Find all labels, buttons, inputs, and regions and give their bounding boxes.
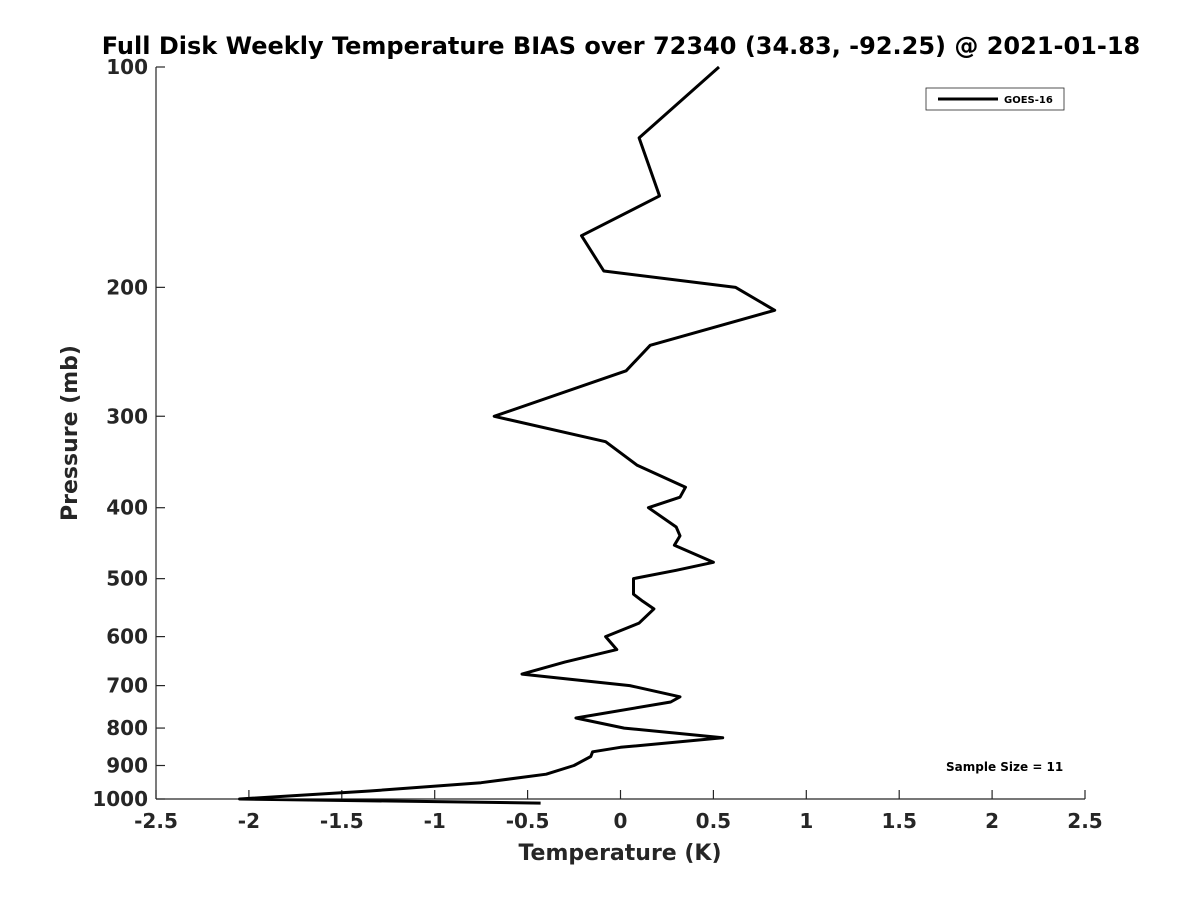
legend-entry-goes-16: GOES-16 bbox=[1004, 95, 1053, 106]
y-axis-ticks: 100 200 300 400 500 600 700 800 900 1000 bbox=[92, 55, 165, 811]
y-tick-label: 900 bbox=[106, 754, 148, 778]
y-tick-label: 800 bbox=[106, 716, 148, 740]
x-tick-label: -2 bbox=[238, 809, 260, 833]
x-tick-label: 2 bbox=[985, 809, 999, 833]
y-tick-label: 100 bbox=[106, 55, 148, 79]
x-tick-label: 2.5 bbox=[1067, 809, 1102, 833]
legend: GOES-16 bbox=[925, 87, 1065, 111]
series-line-goes-16 bbox=[238, 65, 777, 805]
chart-title: Full Disk Weekly Temperature BIAS over 7… bbox=[102, 32, 1141, 60]
sample-size-annotation: Sample Size = 11 bbox=[946, 760, 1063, 774]
y-tick-label: 300 bbox=[106, 404, 148, 428]
x-tick-label: 0 bbox=[614, 809, 628, 833]
x-axis-label: Temperature (K) bbox=[518, 841, 721, 866]
x-tick-label: -2.5 bbox=[134, 809, 178, 833]
x-tick-label: -1 bbox=[424, 809, 446, 833]
x-tick-label: 0.5 bbox=[696, 809, 731, 833]
plot-area bbox=[156, 67, 1085, 799]
y-tick-label: 700 bbox=[106, 674, 148, 698]
series-layer bbox=[238, 65, 777, 805]
x-tick-label: -0.5 bbox=[506, 809, 550, 833]
y-tick-label: 500 bbox=[106, 567, 148, 591]
y-tick-label: 200 bbox=[106, 275, 148, 299]
y-tick-label: 1000 bbox=[92, 787, 148, 811]
y-axis-label: Pressure (mb) bbox=[58, 345, 83, 521]
y-tick-label: 400 bbox=[106, 496, 148, 520]
x-tick-label: 1 bbox=[799, 809, 813, 833]
x-tick-label: 1.5 bbox=[881, 809, 916, 833]
x-tick-label: -1.5 bbox=[320, 809, 364, 833]
x-axis-ticks: -2.5 -2 -1.5 -1 -0.5 0 0.5 1 1.5 2 2.5 bbox=[134, 790, 1103, 833]
y-tick-label: 600 bbox=[106, 625, 148, 649]
